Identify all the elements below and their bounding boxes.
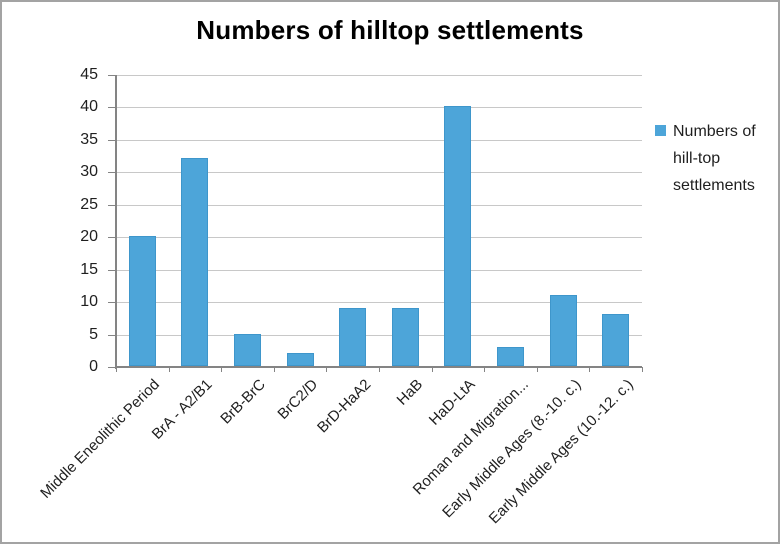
gridline <box>116 270 642 271</box>
x-axis-tick <box>326 367 327 372</box>
y-axis-label: 20 <box>80 228 98 245</box>
legend-label-line: settlements <box>673 177 755 194</box>
y-axis-tick <box>108 302 116 303</box>
x-axis-tick <box>379 367 380 372</box>
x-axis-tick <box>642 367 643 372</box>
legend-label-line: Numbers of <box>673 123 756 140</box>
legend-color-swatch <box>655 125 666 136</box>
y-axis-label: 45 <box>80 66 98 83</box>
bar-early-middle-ages-8-10-c <box>550 295 577 366</box>
bar-had-lta <box>444 106 471 366</box>
x-axis-tick <box>169 367 170 372</box>
y-axis-tick <box>108 367 116 368</box>
gridline <box>116 107 642 108</box>
gridline <box>116 302 642 303</box>
x-axis-tick <box>432 367 433 372</box>
bar-roman-and-migration <box>497 347 524 366</box>
legend-label-line: hill-top <box>673 150 721 167</box>
y-axis-tick <box>108 140 116 141</box>
x-axis-tick <box>589 367 590 372</box>
y-axis-label: 30 <box>80 163 98 180</box>
bar-hab <box>392 308 419 366</box>
x-axis-label-text: HaD-LtA <box>426 376 480 429</box>
y-axis-label: 15 <box>80 261 98 278</box>
bar-brd-haa2 <box>339 308 366 366</box>
bar-brc2-d <box>287 353 314 366</box>
y-axis-tick <box>108 107 116 108</box>
y-axis-label: 10 <box>80 293 98 310</box>
x-axis-tick <box>537 367 538 372</box>
y-axis-label: 0 <box>89 358 98 375</box>
gridline <box>116 75 642 76</box>
bar-early-middle-ages-10-12-c <box>602 314 629 366</box>
y-axis-tick <box>108 335 116 336</box>
y-axis-tick <box>108 205 116 206</box>
x-axis-label-text: BrB-BrC <box>217 376 270 428</box>
y-axis-label: 5 <box>89 326 98 343</box>
chart-title: Numbers of hilltop settlements <box>196 15 584 45</box>
x-axis-label-text: Middle Eneolithic Period <box>37 376 164 502</box>
y-axis-label: 25 <box>80 196 98 213</box>
y-axis-tick <box>108 75 116 76</box>
legend: Numbers of hill-top settlements <box>655 118 756 199</box>
bar-brb-brc <box>234 334 261 366</box>
x-axis-label-text: BrD-HaA2 <box>313 376 375 437</box>
gridline <box>116 237 642 238</box>
y-axis-line <box>115 75 117 369</box>
x-axis-label-text: BrC2/D <box>274 376 322 423</box>
y-axis-label: 40 <box>80 98 98 115</box>
y-axis-tick <box>108 172 116 173</box>
bar-bra-a2-b1 <box>181 158 208 366</box>
gridline <box>116 172 642 173</box>
x-axis-label-text: HaB <box>393 376 427 409</box>
gridline <box>116 335 642 336</box>
gridline <box>116 140 642 141</box>
x-axis-tick <box>116 367 117 372</box>
x-axis-tick <box>221 367 222 372</box>
y-axis-label: 35 <box>80 131 98 148</box>
y-axis-tick <box>108 270 116 271</box>
bar-middle-eneolithic-period <box>129 236 156 366</box>
y-axis-tick <box>108 237 116 238</box>
legend-label: Numbers of hill-top settlements <box>673 118 756 199</box>
x-axis-tick <box>274 367 275 372</box>
gridline <box>116 205 642 206</box>
x-axis-tick <box>484 367 485 372</box>
